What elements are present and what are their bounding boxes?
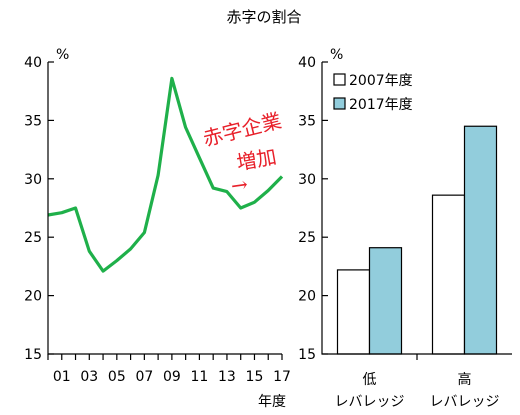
line-chart-x-tick-label: 03 bbox=[80, 369, 98, 385]
line-chart-x-tick-label: 07 bbox=[135, 369, 153, 385]
bar-chart-category-label-line2: レバレッジ bbox=[335, 394, 405, 410]
bar-chart-bars bbox=[336, 125, 498, 355]
legend-label: 2007年度 bbox=[349, 73, 413, 89]
line-chart-x-tick-label: 13 bbox=[218, 369, 236, 385]
annotation-arrow-icon: → bbox=[229, 172, 249, 198]
line-chart-axes bbox=[47, 62, 282, 355]
chart-title: 赤字の割合 bbox=[226, 8, 301, 26]
legend-label: 2017年度 bbox=[349, 97, 413, 113]
line-series bbox=[47, 76, 284, 273]
bar-chart-unit-label: % bbox=[330, 47, 343, 63]
bar-chart-y-tick-label: 20 bbox=[298, 289, 316, 305]
bar-chart-axes bbox=[321, 62, 512, 355]
line-chart-x-tick-label: 09 bbox=[163, 369, 181, 385]
annotation-line-2: 増加 bbox=[235, 144, 279, 175]
bar-chart-category-label-line2: レバレッジ bbox=[430, 394, 500, 410]
bar-chart-y-tick-label: 25 bbox=[298, 230, 316, 246]
line-chart-x-tick-label: 11 bbox=[190, 369, 208, 385]
line-chart-y-axis: 15 20 25 30 35 40 bbox=[24, 55, 54, 363]
bar-2017-high bbox=[463, 125, 498, 355]
bar-chart-y-tick-label: 30 bbox=[298, 172, 316, 188]
line-chart-y-tick-label: 30 bbox=[24, 172, 42, 188]
bar-chart-category-label-line1: 高 bbox=[458, 371, 472, 388]
line-chart-x-tick-label: 15 bbox=[246, 369, 264, 385]
bar-chart-y-tick-label: 35 bbox=[298, 113, 316, 129]
bar-chart-y-axis: 15 20 25 30 35 40 bbox=[298, 55, 328, 363]
bar-2017-low bbox=[368, 247, 403, 355]
line-chart-x-axis: 01 03 05 07 09 11 13 15 17 bbox=[47, 354, 291, 385]
bar-2007-low bbox=[336, 269, 371, 355]
bar-chart-legend: 2007年度 2017年度 bbox=[333, 73, 413, 113]
legend-swatch bbox=[333, 73, 346, 86]
legend-swatch bbox=[333, 97, 346, 110]
line-chart-unit-label: % bbox=[56, 47, 69, 63]
bar-chart-category-label-line1: 低 bbox=[363, 372, 377, 388]
bar-2007-high bbox=[431, 194, 466, 355]
line-chart-x-tick-label: 17 bbox=[273, 369, 291, 385]
line-chart-y-tick-label: 25 bbox=[24, 230, 42, 246]
line-chart-x-tick-label: 01 bbox=[53, 369, 71, 385]
line-chart-y-tick-label: 20 bbox=[24, 289, 42, 305]
line-chart-y-tick-label: 15 bbox=[24, 347, 42, 363]
line-chart-x-tick-label: 05 bbox=[108, 369, 126, 385]
bar-chart-y-tick-label: 40 bbox=[298, 55, 316, 71]
line-chart-x-axis-label: 年度 bbox=[258, 394, 286, 410]
bar-chart-y-tick-label: 15 bbox=[298, 347, 316, 363]
line-chart-y-tick-label: 35 bbox=[24, 113, 42, 129]
line-chart-y-tick-label: 40 bbox=[24, 55, 42, 71]
